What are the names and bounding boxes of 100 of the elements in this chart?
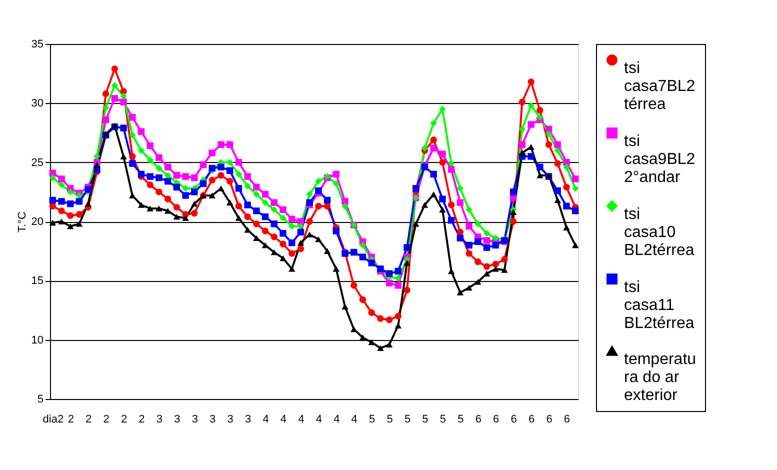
point: [350, 326, 358, 332]
point: [191, 210, 198, 217]
point: [510, 188, 517, 196]
point: [315, 178, 322, 185]
point: [492, 234, 499, 242]
point: [350, 248, 358, 256]
y-tick-label: 20: [31, 216, 44, 228]
point: [226, 141, 234, 148]
x-tick-label: 2: [103, 414, 110, 426]
point: [244, 202, 251, 208]
point: [191, 200, 198, 207]
point: [394, 268, 402, 275]
x-tick-label: 4: [280, 414, 287, 426]
point: [67, 200, 74, 208]
point: [102, 90, 110, 98]
point: [572, 185, 579, 192]
y-tick-label: 25: [31, 156, 44, 169]
point: [288, 266, 296, 272]
point: [297, 228, 304, 236]
point: [280, 230, 286, 237]
point: [430, 120, 437, 127]
point: [262, 242, 269, 248]
point: [474, 220, 482, 228]
point: [129, 192, 136, 198]
point: [288, 250, 296, 257]
point: [377, 315, 384, 322]
point: [208, 150, 216, 156]
point: [456, 234, 464, 242]
y-axis-title: T.°C: [16, 212, 28, 232]
point: [474, 258, 482, 266]
point: [315, 187, 322, 194]
point: [554, 197, 561, 204]
point: [218, 164, 224, 170]
point: [554, 147, 561, 154]
point: [191, 174, 198, 182]
point: [368, 260, 375, 266]
point: [474, 238, 482, 245]
point: [483, 230, 490, 237]
point: [466, 206, 472, 214]
point: [253, 220, 260, 228]
point: [448, 202, 455, 208]
point: [554, 141, 561, 148]
point: [306, 190, 313, 198]
point: [466, 284, 472, 291]
x-tick-label: 2: [138, 414, 145, 426]
point: [342, 304, 348, 310]
point: [102, 104, 110, 112]
point: [280, 214, 286, 222]
point: [315, 236, 322, 242]
point: [138, 147, 145, 154]
point: [306, 199, 313, 206]
x-tick-label: dia2: [42, 414, 64, 426]
point: [156, 188, 162, 196]
point: [76, 192, 83, 199]
point: [49, 196, 56, 204]
point: [528, 121, 534, 128]
point: [138, 202, 145, 208]
point: [492, 242, 499, 249]
point: [332, 180, 340, 187]
point: [173, 214, 180, 220]
point: [297, 218, 304, 225]
legend-label: tsi casa7BL2 térrea: [624, 60, 696, 113]
point: [448, 160, 455, 167]
x-tick-label: 5: [404, 414, 411, 426]
x-tick-label: 6: [528, 414, 535, 426]
point: [350, 282, 358, 289]
point: [430, 144, 437, 152]
point: [182, 173, 189, 180]
point: [297, 222, 304, 230]
point: [448, 166, 455, 173]
y-tick-label: 30: [31, 98, 44, 110]
point: [439, 106, 446, 112]
x-tick-label: 3: [192, 414, 198, 426]
point: [518, 150, 526, 156]
point: [288, 216, 296, 222]
point: [111, 95, 118, 102]
x-tick-label: 3: [227, 414, 234, 426]
point: [545, 141, 552, 148]
point: [164, 178, 172, 185]
y-tick-label: 15: [31, 275, 44, 288]
x-tick-label: 6: [475, 414, 482, 426]
point: [182, 185, 189, 192]
x-tick-label: 6: [546, 414, 552, 426]
point: [58, 176, 65, 182]
legend-label: tsi casa9BL2 2°andar: [624, 133, 696, 186]
point: [58, 208, 65, 214]
point: [208, 176, 216, 184]
point: [111, 82, 118, 89]
point: [501, 256, 508, 263]
point: [368, 309, 375, 316]
point: [501, 267, 508, 273]
point: [386, 280, 393, 286]
point: [226, 178, 234, 185]
point: [297, 245, 304, 252]
point: [306, 232, 313, 238]
point: [58, 218, 65, 224]
point: [191, 188, 198, 196]
point: [492, 266, 499, 272]
point: [173, 204, 180, 211]
point: [563, 224, 570, 230]
